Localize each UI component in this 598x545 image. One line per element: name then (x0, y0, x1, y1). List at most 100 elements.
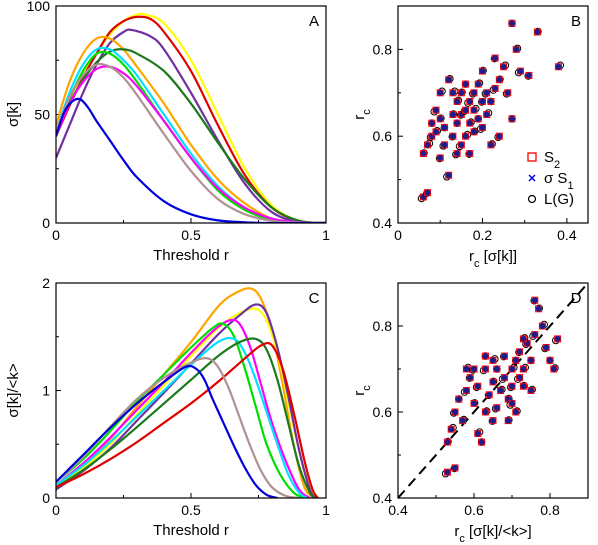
scatter-point (497, 385, 506, 394)
series-line-8 (56, 65, 326, 223)
scatter-point (449, 110, 458, 118)
diagonal-reference-line (398, 283, 588, 498)
scatter-point (424, 139, 434, 149)
x-tick-label: 0 (52, 227, 60, 243)
scatter-point (489, 84, 499, 94)
point-sigma-s1-marker (478, 439, 485, 446)
scatter-point (477, 438, 486, 446)
point-sigma-s1-marker (520, 366, 527, 372)
scatter-point (541, 344, 550, 353)
scatter-point (459, 415, 468, 425)
scatter-point (474, 115, 483, 123)
series-line-9 (56, 62, 326, 223)
point-sigma-s1-marker (445, 172, 452, 179)
point-sigma-s1-marker (445, 76, 452, 83)
scatter-point (476, 124, 486, 133)
scatter-point (435, 154, 444, 163)
point-sigma-s1-marker (471, 89, 477, 96)
point-sigma-s1-marker (501, 374, 508, 381)
point-sigma-s1-marker (487, 98, 494, 105)
point-sigma-s1-marker (424, 189, 431, 196)
y-tick-label: 100 (27, 0, 51, 14)
scatter-point (512, 356, 520, 365)
scatter-point (494, 132, 503, 141)
series-line-4 (56, 318, 311, 498)
legend-label: L(G) (544, 191, 574, 208)
scatter-point (462, 363, 473, 373)
scatter-point (427, 119, 436, 127)
scatter-point (439, 141, 448, 150)
scatter-point (515, 348, 524, 357)
scatter-point (527, 356, 535, 365)
point-sigma-s1-marker (441, 124, 448, 131)
point-sigma-s1-marker (509, 115, 515, 122)
x-tick-label: 0.4 (557, 227, 577, 243)
scatter-point (465, 374, 474, 382)
scatter-point (489, 377, 498, 386)
scatter-point (491, 404, 501, 413)
y-tick-label: 1 (42, 383, 50, 399)
x-tick-label: 0.6 (464, 502, 484, 518)
axes-frame (55, 282, 327, 499)
panel-letter: C (309, 290, 320, 307)
y-tick-label: 0.8 (373, 41, 393, 57)
point-sigma-s1-marker (441, 141, 448, 148)
point-sigma-s1-marker (471, 366, 477, 372)
point-sigma-s1-marker (463, 366, 470, 372)
point-sigma-s1-marker (535, 305, 542, 312)
scatter-point (481, 407, 491, 416)
point-sigma-s1-marker (444, 439, 451, 446)
point-sigma-s1-marker (452, 409, 458, 415)
point-sigma-s1-marker (513, 46, 520, 53)
legend-label: S2 (544, 149, 560, 171)
point-sigma-s1-marker (486, 391, 493, 398)
point-sigma-s1-marker (493, 366, 500, 372)
scatter-point (470, 127, 479, 136)
scatter-point (447, 423, 457, 433)
point-sigma-s1-marker (539, 323, 546, 329)
point-sigma-s1-marker (492, 55, 499, 62)
point-sigma-s1-marker (531, 297, 538, 304)
point-sigma-s1-marker (466, 120, 473, 127)
point-sigma-s1-marker (493, 404, 500, 411)
scatter-point (552, 335, 562, 345)
point-sigma-s1-marker (505, 417, 512, 424)
scatter-point (462, 130, 472, 140)
point-sigma-s1-marker (452, 464, 458, 471)
x-tick-label: 1 (322, 502, 330, 518)
scatter-point (464, 97, 474, 107)
x-axis-label: Threshold r (153, 247, 229, 264)
y-tick-label: 0.6 (373, 128, 393, 144)
scatter-point (448, 132, 457, 141)
point-sigma-s1-marker (466, 98, 473, 105)
scatter-point (512, 44, 522, 53)
scatter-point (472, 382, 482, 392)
scatter-point (474, 79, 484, 88)
scatter-point (445, 74, 454, 84)
point-sigma-s1-marker (482, 366, 489, 372)
scatter-point (460, 387, 470, 396)
scatter-point (487, 140, 496, 149)
x-tick-label: 0.4 (388, 502, 408, 518)
scatter-point (554, 61, 565, 71)
scatter-point (484, 391, 493, 400)
panel-a: 0 0.5 1 0 50 100 A Threshold r σ[k] (5, 0, 330, 264)
series-line-9 (56, 357, 300, 498)
point-sigma-s1-marker (467, 374, 474, 381)
scatter-point (488, 417, 497, 425)
scatter-point (508, 115, 516, 123)
point-sigma-s1-marker (428, 120, 435, 127)
point-sigma-s1-marker (444, 469, 451, 476)
y-axis-label: σ[k]/<k> (5, 363, 22, 418)
point-sigma-s1-marker (454, 98, 461, 105)
x-tick-label: 0 (52, 502, 60, 518)
scatter-point (529, 331, 539, 340)
series-line-8 (56, 341, 319, 498)
scatter-point (432, 127, 442, 136)
point-sigma-s1-marker (433, 128, 439, 135)
point-sigma-s1-marker (474, 383, 481, 390)
scatter-point (508, 363, 518, 373)
scatter-point (449, 87, 459, 97)
scatter-point (514, 374, 524, 383)
